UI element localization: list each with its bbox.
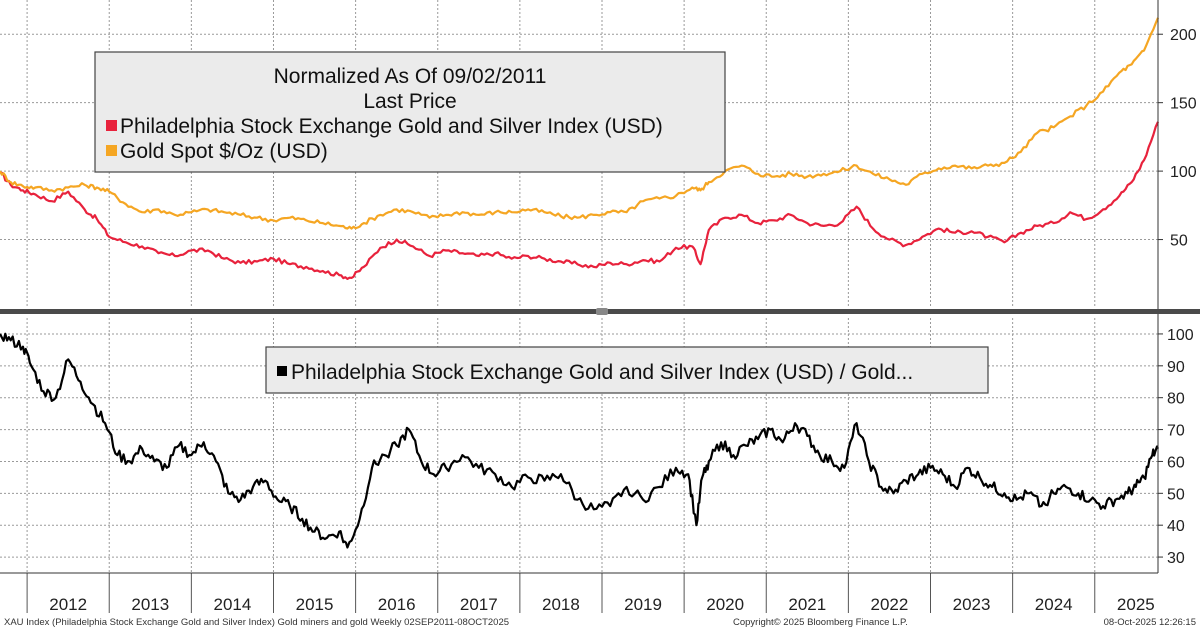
chart-title: Normalized As Of 09/02/2011 bbox=[274, 65, 547, 88]
y-tick-label-top: 200 bbox=[1170, 27, 1197, 44]
series-line-xau bbox=[0, 121, 1159, 280]
legend-swatch-gold bbox=[106, 145, 117, 156]
footer-timestamp: 08-Oct-2025 12:26:15 bbox=[1104, 617, 1196, 628]
x-tick-label: 2016 bbox=[378, 595, 416, 614]
legend-swatch-ratio bbox=[277, 366, 287, 376]
legend-box-top bbox=[94, 51, 726, 173]
y-tick-label-bottom: 100 bbox=[1167, 327, 1194, 344]
legend-label-ratio: Philadelphia Stock Exchange Gold and Sil… bbox=[291, 361, 913, 384]
y-tick-label-bottom: 40 bbox=[1167, 518, 1185, 535]
x-tick-label: 2022 bbox=[871, 595, 909, 614]
panel-divider-handle[interactable] bbox=[596, 308, 608, 315]
x-tick-label: 2015 bbox=[296, 595, 334, 614]
x-tick-label: 2014 bbox=[214, 595, 252, 614]
chart-subtitle: Last Price bbox=[363, 90, 456, 113]
y-tick-label-top: 50 bbox=[1170, 233, 1188, 250]
x-tick-label: 2013 bbox=[131, 595, 169, 614]
y-tick-label-bottom: 50 bbox=[1167, 486, 1185, 503]
x-tick-label: 2020 bbox=[706, 595, 744, 614]
legend-label-gold: Gold Spot $/Oz (USD) bbox=[120, 140, 328, 163]
footer-copyright: Copyright© 2025 Bloomberg Finance L.P. bbox=[733, 617, 908, 628]
x-tick-label: 2025 bbox=[1117, 595, 1155, 614]
x-tick-label: 2017 bbox=[460, 595, 498, 614]
x-tick-label: 2024 bbox=[1035, 595, 1073, 614]
legend-label-xau: Philadelphia Stock Exchange Gold and Sil… bbox=[120, 115, 663, 138]
legend-box-bottom bbox=[265, 346, 989, 394]
x-tick-label: 2012 bbox=[49, 595, 87, 614]
x-tick-label: 2019 bbox=[624, 595, 662, 614]
series-line-ratio bbox=[0, 332, 1160, 549]
x-tick-label: 2023 bbox=[953, 595, 991, 614]
footer-source: XAU Index (Philadelphia Stock Exchange G… bbox=[4, 617, 509, 628]
y-tick-label-bottom: 90 bbox=[1167, 359, 1185, 376]
y-tick-label-top: 100 bbox=[1170, 164, 1197, 181]
y-tick-label-bottom: 60 bbox=[1167, 454, 1185, 471]
series-line-gold bbox=[0, 17, 1160, 230]
legend-swatch-xau bbox=[106, 120, 117, 131]
x-tick-label: 2018 bbox=[542, 595, 580, 614]
y-tick-label-bottom: 80 bbox=[1167, 391, 1185, 408]
y-tick-label-top: 150 bbox=[1170, 96, 1197, 113]
y-tick-label-bottom: 70 bbox=[1167, 423, 1185, 440]
x-tick-label: 2021 bbox=[788, 595, 826, 614]
y-tick-label-bottom: 30 bbox=[1167, 550, 1185, 567]
